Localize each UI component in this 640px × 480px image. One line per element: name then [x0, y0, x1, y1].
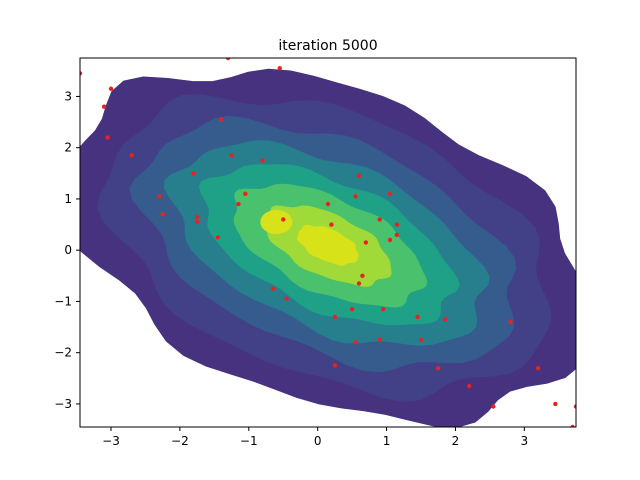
scatter-point: [80, 71, 83, 76]
scatter-point: [387, 237, 393, 243]
scatter-point: [194, 219, 200, 225]
scatter-point: [415, 314, 420, 320]
scatter-point: [277, 66, 282, 71]
scatter-point: [260, 158, 265, 163]
scatter-point: [508, 319, 513, 325]
scatter-point: [243, 191, 248, 197]
scatter-point: [353, 194, 358, 199]
scatter-point: [394, 232, 400, 238]
x-tick-label: −3: [102, 434, 120, 448]
contour-secondary-peak: [260, 210, 293, 234]
scatter-point: [160, 212, 165, 217]
y-tick-label: −3: [54, 397, 72, 411]
scatter-point: [377, 337, 382, 343]
plot-area: [80, 58, 576, 427]
scatter-point: [553, 401, 558, 407]
scatter-point: [325, 201, 331, 207]
scatter-point: [573, 404, 576, 409]
scatter-point: [105, 135, 110, 140]
scatter-point: [108, 86, 114, 91]
scatter-point: [219, 117, 224, 122]
scatter-point: [360, 273, 365, 279]
scatter-point: [442, 317, 448, 322]
scatter-point: [380, 306, 386, 312]
y-tick-label: −1: [54, 294, 72, 308]
scatter-point: [491, 404, 496, 409]
x-tick-label: −1: [240, 434, 258, 448]
scatter-point: [329, 222, 334, 227]
x-tick-label: 0: [314, 434, 322, 448]
chart-title: iteration 5000: [278, 38, 377, 54]
scatter-point: [436, 365, 441, 371]
scatter-point: [332, 363, 338, 368]
scatter-point: [332, 314, 338, 320]
y-tick-label: −2: [54, 346, 72, 360]
scatter-point: [129, 153, 134, 158]
scatter-point: [284, 296, 289, 302]
scatter-point: [387, 191, 393, 197]
scatter-point: [101, 104, 107, 109]
scatter-point: [356, 173, 362, 179]
scatter-point: [236, 201, 241, 207]
x-axis: −3 −2 −1 0 1 2 3: [102, 427, 528, 448]
y-tick-label: 2: [64, 141, 72, 155]
contour-layer: [80, 68, 576, 427]
scatter-point: [191, 171, 196, 176]
scatter-point: [363, 240, 369, 245]
scatter-point: [281, 217, 286, 222]
scatter-points: [80, 58, 576, 427]
scatter-point: [157, 194, 162, 199]
scatter-point: [225, 58, 231, 61]
y-axis: −3 −2 −1 0 1 2 3: [54, 89, 80, 411]
contour-level-7: [297, 224, 359, 266]
scatter-point: [353, 340, 358, 345]
x-tick-label: −2: [171, 434, 189, 448]
scatter-point: [229, 153, 234, 158]
x-tick-label: 1: [383, 434, 391, 448]
scatter-point: [377, 217, 382, 222]
scatter-point: [418, 337, 424, 343]
y-tick-label: 0: [64, 243, 72, 257]
x-tick-label: 3: [521, 434, 529, 448]
x-tick-label: 2: [452, 434, 460, 448]
scatter-point: [570, 424, 575, 427]
scatter-point: [467, 383, 472, 389]
scatter-point: [349, 306, 355, 312]
scatter-point: [270, 286, 276, 291]
scatter-point: [215, 235, 220, 240]
scatter-point: [194, 214, 200, 220]
y-tick-label: 3: [64, 89, 72, 103]
scatter-point: [535, 365, 541, 371]
scatter-point: [356, 281, 362, 286]
y-tick-label: 1: [64, 192, 72, 206]
axes-frame: [79, 57, 577, 428]
scatter-point: [394, 222, 400, 227]
